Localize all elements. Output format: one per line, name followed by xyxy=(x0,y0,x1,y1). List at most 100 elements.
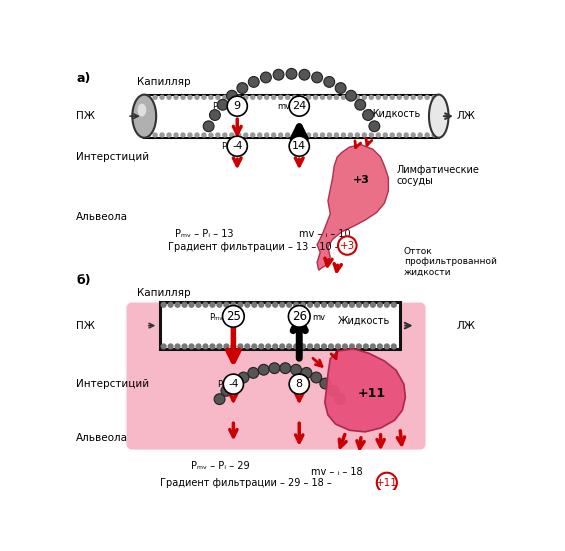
Circle shape xyxy=(194,132,199,138)
Circle shape xyxy=(187,132,193,138)
Circle shape xyxy=(349,343,355,349)
Circle shape xyxy=(383,95,388,100)
Circle shape xyxy=(355,132,360,138)
Text: Жидкость: Жидкость xyxy=(369,109,421,119)
Text: i: i xyxy=(290,143,293,152)
Circle shape xyxy=(289,96,309,116)
Circle shape xyxy=(223,302,229,308)
Circle shape xyxy=(188,343,194,349)
Circle shape xyxy=(286,302,292,308)
FancyBboxPatch shape xyxy=(127,302,425,450)
Circle shape xyxy=(181,302,188,308)
Circle shape xyxy=(299,95,305,100)
Circle shape xyxy=(341,95,346,100)
Circle shape xyxy=(285,132,290,138)
Circle shape xyxy=(355,99,366,110)
Circle shape xyxy=(264,95,270,100)
Circle shape xyxy=(327,132,332,138)
Circle shape xyxy=(210,110,220,121)
Circle shape xyxy=(260,72,271,83)
Circle shape xyxy=(324,77,334,87)
Circle shape xyxy=(410,132,416,138)
Circle shape xyxy=(300,343,306,349)
Circle shape xyxy=(244,343,250,349)
Text: -4: -4 xyxy=(232,141,242,151)
Text: mv – ᵢ – 18: mv – ᵢ – 18 xyxy=(311,467,363,477)
Circle shape xyxy=(208,95,214,100)
Circle shape xyxy=(383,132,388,138)
Circle shape xyxy=(218,99,228,110)
Circle shape xyxy=(231,302,237,308)
Circle shape xyxy=(307,302,313,308)
Circle shape xyxy=(328,302,334,308)
Circle shape xyxy=(237,343,244,349)
Circle shape xyxy=(377,473,397,493)
Circle shape xyxy=(418,95,423,100)
Circle shape xyxy=(236,95,241,100)
Bar xyxy=(144,95,439,138)
Ellipse shape xyxy=(138,104,146,116)
Circle shape xyxy=(347,132,353,138)
Circle shape xyxy=(369,121,380,132)
Circle shape xyxy=(167,343,173,349)
Circle shape xyxy=(145,95,151,100)
Circle shape xyxy=(272,343,279,349)
Circle shape xyxy=(299,132,305,138)
Circle shape xyxy=(215,132,220,138)
Circle shape xyxy=(269,363,280,374)
Circle shape xyxy=(335,83,346,94)
Circle shape xyxy=(257,95,262,100)
Circle shape xyxy=(214,394,225,404)
Circle shape xyxy=(320,95,325,100)
Circle shape xyxy=(203,121,214,132)
Circle shape xyxy=(321,302,327,308)
Circle shape xyxy=(356,343,362,349)
Circle shape xyxy=(195,302,202,308)
Circle shape xyxy=(229,132,234,138)
Text: Pₘᵥ – Pᵢ – 13: Pₘᵥ – Pᵢ – 13 xyxy=(175,229,234,239)
Circle shape xyxy=(202,302,208,308)
Text: Pₘᵥ: Pₘᵥ xyxy=(212,102,227,111)
Circle shape xyxy=(215,95,220,100)
Circle shape xyxy=(403,95,409,100)
Text: Интерстиций: Интерстиций xyxy=(76,152,149,162)
Circle shape xyxy=(173,132,179,138)
Circle shape xyxy=(278,132,284,138)
Circle shape xyxy=(258,302,264,308)
Circle shape xyxy=(314,343,320,349)
Circle shape xyxy=(301,368,312,379)
Text: -4: -4 xyxy=(228,379,238,389)
Text: Pₘᵥ – Pᵢ – 29: Pₘᵥ – Pᵢ – 29 xyxy=(191,461,249,471)
Circle shape xyxy=(289,136,309,156)
Circle shape xyxy=(265,302,271,308)
Circle shape xyxy=(153,132,158,138)
Text: б): б) xyxy=(76,274,90,287)
Circle shape xyxy=(376,132,381,138)
Circle shape xyxy=(160,302,167,308)
Circle shape xyxy=(258,343,264,349)
Circle shape xyxy=(368,95,374,100)
Circle shape xyxy=(223,306,244,327)
Text: mv: mv xyxy=(312,312,325,322)
Circle shape xyxy=(279,302,285,308)
Circle shape xyxy=(180,132,186,138)
Circle shape xyxy=(265,343,271,349)
Circle shape xyxy=(159,95,165,100)
Circle shape xyxy=(288,306,310,327)
Circle shape xyxy=(237,83,248,94)
Circle shape xyxy=(243,132,249,138)
Circle shape xyxy=(181,343,188,349)
Circle shape xyxy=(272,302,279,308)
Circle shape xyxy=(251,302,258,308)
Text: Pₘᵥ: Pₘᵥ xyxy=(208,312,223,322)
Text: Интерстиций: Интерстиций xyxy=(76,379,149,389)
Text: Капилляр: Капилляр xyxy=(137,288,190,298)
Circle shape xyxy=(238,372,249,383)
Text: ПЖ: ПЖ xyxy=(76,321,95,331)
Text: +3: +3 xyxy=(353,175,370,185)
Circle shape xyxy=(250,132,255,138)
Circle shape xyxy=(258,364,269,375)
Circle shape xyxy=(363,110,373,121)
Circle shape xyxy=(349,302,355,308)
Circle shape xyxy=(223,374,244,394)
